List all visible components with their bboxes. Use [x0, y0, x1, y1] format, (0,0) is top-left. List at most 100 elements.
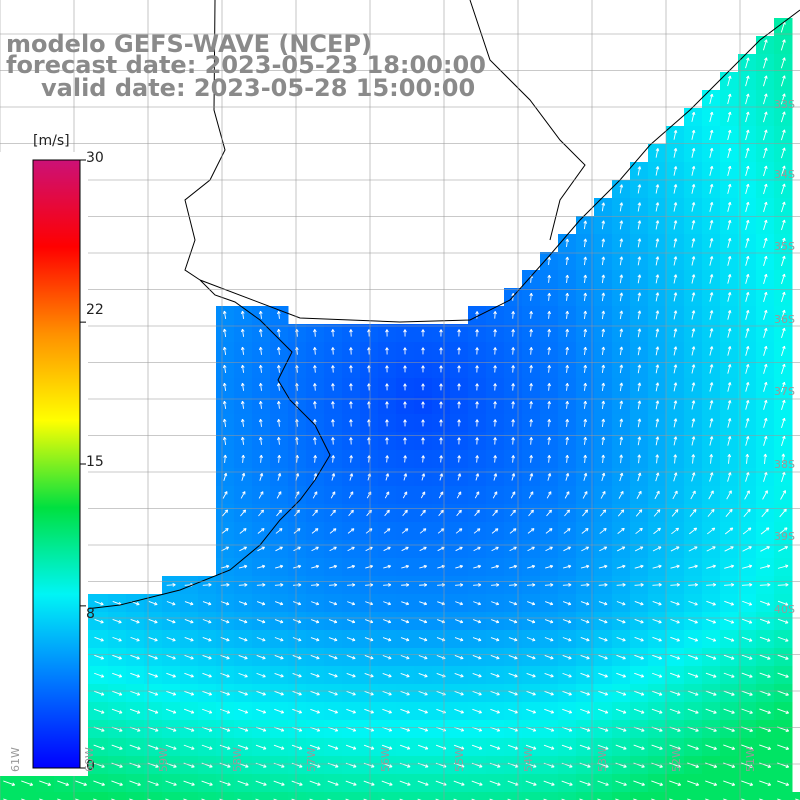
wind-arrow [349, 437, 353, 445]
wind-arrow [727, 111, 732, 123]
wind-arrow [457, 455, 461, 463]
wind-arrow [583, 328, 588, 337]
wind-arrow [673, 346, 678, 356]
wind-arrow [709, 436, 714, 446]
wind-arrow [709, 147, 714, 158]
lon-label: 52W [670, 747, 683, 772]
wind-arrows [3, 21, 800, 800]
wind-arrow [222, 328, 227, 337]
wind-arrow [619, 346, 624, 356]
wind-arrow [529, 365, 533, 373]
wind-arrow [331, 419, 335, 427]
wind-arrow [637, 346, 642, 356]
wind-arrow [745, 435, 750, 446]
wind-arrow [222, 364, 227, 373]
wind-arrow [673, 310, 678, 320]
wind-arrow [655, 400, 660, 410]
wind-arrow [583, 364, 588, 373]
wind-speed-cell [558, 792, 577, 800]
wind-arrow [691, 111, 696, 122]
wind-arrow [349, 419, 353, 427]
wind-arrow [619, 238, 624, 248]
wind-arrow [673, 184, 678, 194]
wind-arrow [421, 365, 425, 373]
wind-arrow [619, 256, 624, 266]
wind-arrow [655, 166, 660, 176]
wind-arrow [709, 93, 714, 105]
wind-arrow [745, 111, 750, 123]
wind-arrow [691, 184, 696, 194]
wind-arrow [241, 454, 245, 463]
wind-arrow [763, 111, 768, 123]
wind-arrow [349, 383, 353, 391]
lat-label: 36S [774, 313, 795, 326]
wind-arrow [709, 129, 714, 140]
wind-arrow [258, 418, 263, 427]
wind-arrow [601, 418, 606, 428]
wind-arrow [349, 365, 353, 373]
wind-speed-cell [576, 792, 595, 800]
wind-arrow [727, 364, 732, 374]
wind-arrow [313, 455, 317, 463]
wind-arrow [763, 201, 768, 213]
wind-arrow [673, 382, 678, 392]
wind-arrow [763, 381, 768, 392]
wind-arrow [727, 418, 732, 428]
wind-arrow [349, 455, 353, 463]
wind-arrow [727, 382, 732, 392]
wind-arrow [511, 437, 515, 445]
wind-arrow [691, 274, 696, 284]
wind-arrow [331, 383, 335, 391]
wind-arrow [583, 436, 588, 445]
wind-speed-cell [792, 792, 800, 800]
wind-arrow [349, 401, 353, 409]
wind-arrow [457, 347, 461, 355]
wind-arrow [727, 346, 732, 356]
wind-arrow [709, 111, 714, 123]
wind-arrow [763, 399, 768, 410]
wind-speed-cell [198, 792, 217, 800]
wind-arrow [637, 382, 642, 392]
wind-arrow [511, 311, 515, 319]
wind-arrow [763, 309, 768, 320]
wind-arrow [655, 274, 660, 284]
wind-arrow [331, 401, 335, 409]
wind-arrow [763, 165, 768, 177]
wind-arrow [457, 401, 461, 409]
wind-arrow [673, 256, 678, 266]
wind-arrow [601, 292, 606, 302]
wind-arrow [673, 292, 678, 302]
wind-arrow [655, 382, 660, 392]
wind-arrow [277, 346, 281, 355]
wind-arrow [240, 418, 245, 427]
wind-arrow [475, 437, 479, 445]
wind-arrow [222, 382, 227, 391]
wind-arrow [240, 436, 245, 445]
wind-arrow [529, 401, 533, 409]
wind-arrow [691, 436, 696, 446]
lat-label: 38S [774, 458, 795, 471]
wind-arrow [475, 383, 479, 391]
wind-arrow [565, 346, 569, 355]
wind-arrow [673, 129, 678, 140]
wind-arrow [691, 292, 696, 302]
wind-arrow [601, 274, 606, 284]
wind-arrow [745, 93, 750, 105]
wind-arrow [727, 274, 732, 284]
wind-arrow [601, 202, 606, 212]
wind-arrow [439, 365, 443, 373]
wind-arrow [709, 310, 714, 320]
colorbar-tick-15: 15 [86, 454, 104, 470]
wind-arrow [223, 454, 227, 463]
wind-arrow [475, 419, 479, 427]
wind-arrow [745, 147, 750, 159]
wind-arrow [277, 310, 281, 319]
wind-arrow [781, 219, 786, 231]
wind-arrow [421, 455, 425, 463]
wind-arrow [637, 256, 642, 266]
wind-arrow [709, 274, 714, 284]
wind-arrow [313, 329, 317, 337]
wind-arrow [565, 400, 569, 409]
wind-speed-cell [756, 792, 775, 800]
